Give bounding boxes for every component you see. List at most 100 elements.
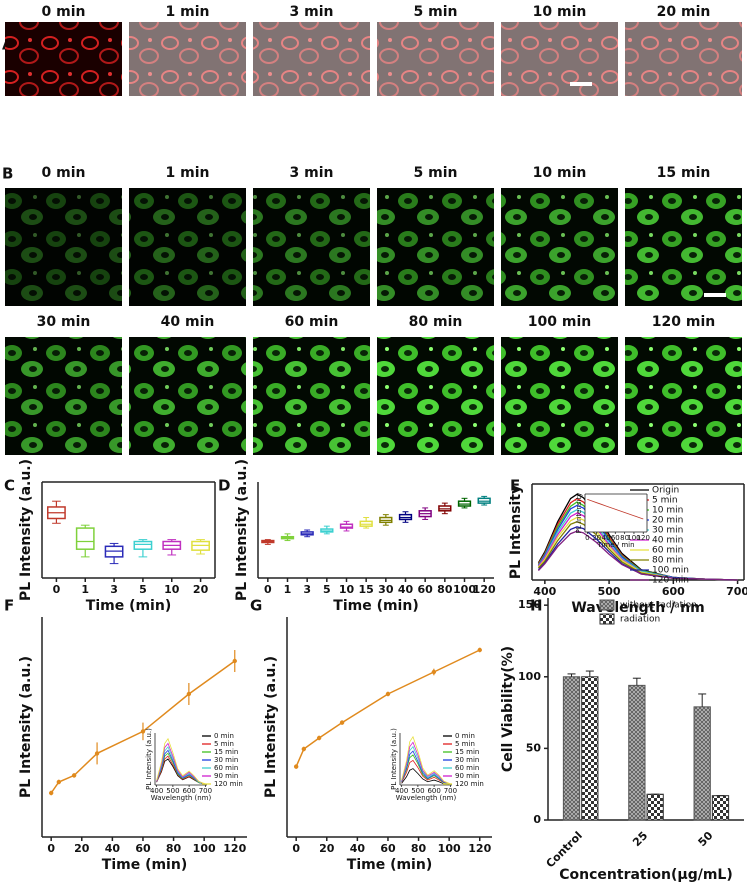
legend-swatch: [599, 613, 615, 625]
x-tick-label: 700: [444, 787, 457, 795]
x-tick-label: 100: [627, 534, 640, 542]
legend-label: 60 min: [455, 764, 479, 772]
series-line: [156, 746, 206, 785]
series-line: [401, 741, 451, 785]
y-axis-title: PL Intensity (a.u.): [145, 728, 153, 790]
bar: [693, 706, 711, 821]
series-line: [156, 737, 206, 785]
series-line: [401, 754, 451, 785]
image-caption: 5 min: [414, 4, 458, 20]
x-tick-label: 3: [303, 583, 311, 596]
x-tick-label: 500: [411, 787, 424, 795]
legend-label: 15 min: [214, 748, 238, 756]
x-tick-label: 15: [359, 583, 374, 596]
y-axis-title: PL Intensity: [575, 493, 583, 534]
x-axis-title: Concentration(μg/mL): [559, 867, 732, 883]
panel-label: C: [4, 477, 15, 495]
micrograph-signal: [625, 188, 742, 306]
micrograph: [377, 22, 494, 96]
data-point: [94, 751, 100, 756]
y-axis-title: PL Intensity (a.u.): [390, 728, 398, 790]
legend-label: 30 min: [214, 756, 238, 764]
series-line: [401, 750, 451, 785]
x-tick-label: 0: [264, 583, 272, 596]
micrograph-signal: [625, 337, 742, 455]
data-point: [301, 746, 307, 752]
scale-bar: [570, 82, 592, 86]
y-axis-title: PL Intensity (a.u.): [18, 459, 34, 601]
image-caption: 3 min: [290, 4, 334, 20]
y-axis-title: PL Intensity (a.u.): [263, 656, 279, 798]
x-tick-label: 0: [47, 842, 55, 855]
x-tick-label: 60: [418, 583, 434, 596]
data-point: [339, 720, 345, 725]
x-tick-label: Control: [544, 829, 585, 870]
panel-label: E: [510, 477, 520, 495]
micrograph-signal: [5, 188, 122, 306]
y-axis-title: PL Intensity (a.u.): [18, 656, 34, 798]
x-tick-label: 20: [74, 842, 90, 855]
x-tick-label: 10: [164, 583, 180, 596]
x-tick-label: 20: [319, 842, 335, 855]
x-tick-label: 80: [166, 842, 182, 855]
panel-label: F: [4, 597, 14, 615]
x-tick-label: 500: [598, 585, 621, 598]
series-line: [401, 768, 451, 785]
x-tick-label: 1: [284, 583, 292, 596]
x-axis-title: Time (min): [102, 857, 187, 873]
series-line: [156, 742, 206, 785]
x-tick-label: 400: [533, 585, 556, 598]
panel-label: D: [218, 477, 230, 495]
x-tick-label: 500: [166, 787, 179, 795]
x-tick-label: 60: [135, 842, 151, 855]
legend-label: 40 min: [652, 536, 683, 546]
x-tick-label: 50: [696, 829, 716, 849]
data-point: [56, 779, 62, 785]
micrograph-signal: [501, 337, 618, 455]
y-axis-title: PL Intensity (a.u.): [234, 459, 250, 601]
micrograph-signal: [377, 188, 494, 306]
image-caption: 5 min: [414, 165, 458, 181]
image-caption: 0 min: [42, 4, 86, 20]
y-tick-label: 0: [533, 813, 541, 826]
legend-label: 0 min: [455, 732, 475, 740]
data-point: [232, 658, 237, 664]
series-line: [587, 499, 644, 520]
legend-label: Origin: [652, 486, 679, 496]
box: [339, 523, 354, 529]
x-tick-label: 120: [223, 842, 246, 855]
legend-label: 120 min: [214, 780, 243, 788]
x-axis-title: Wavelength (nm): [151, 794, 212, 802]
image-caption: 15 min: [657, 165, 711, 181]
x-tick-label: 400: [395, 787, 408, 795]
data-point: [293, 764, 299, 769]
x-axis-title: Time (min): [347, 857, 432, 873]
x-tick-label: 20: [193, 583, 209, 596]
legend-swatch: [599, 599, 615, 611]
legend-label: 90 min: [455, 772, 479, 780]
micrograph: [501, 22, 618, 96]
panel-label: G: [250, 597, 262, 615]
x-axis-title: Time / min: [596, 541, 634, 549]
micrograph: [253, 22, 370, 96]
x-tick-label: 60: [611, 534, 620, 542]
x-tick-label: 40: [602, 534, 611, 542]
legend-label: 0 min: [214, 732, 234, 740]
data-point: [477, 647, 482, 653]
bar: [711, 795, 730, 821]
image-caption: 100 min: [528, 314, 591, 330]
legend-label: 120 min: [455, 780, 484, 788]
legend-label: 60 min: [652, 546, 683, 556]
micrograph-signal: [253, 337, 370, 455]
legend-label: 100 min: [652, 566, 689, 576]
series-line: [401, 735, 451, 785]
x-tick-label: 40: [105, 842, 121, 855]
image-caption: 10 min: [533, 165, 587, 181]
x-tick-label: 0: [53, 583, 61, 596]
image-caption: 80 min: [409, 314, 463, 330]
y-tick-label: 100: [518, 670, 541, 683]
x-tick-label: 80: [437, 583, 453, 596]
box: [75, 527, 95, 550]
series-line: [295, 649, 481, 767]
image-caption: 3 min: [290, 165, 334, 181]
